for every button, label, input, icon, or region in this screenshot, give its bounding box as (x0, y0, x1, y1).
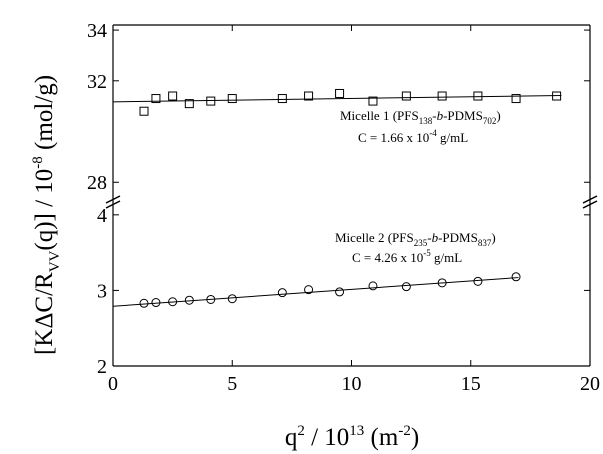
data-point (139, 106, 149, 116)
data-point (437, 91, 447, 101)
annotation-text: Micelle 2 (PFS235-b-PDMS837) (335, 230, 496, 248)
data-point (151, 298, 161, 308)
data-point (184, 295, 194, 305)
data-point (184, 99, 194, 109)
data-point (437, 278, 447, 288)
fit-line (112, 95, 562, 103)
x-tick-label: 5 (227, 373, 237, 395)
data-point (401, 282, 411, 292)
data-point (511, 272, 521, 282)
x-tick-label: 15 (461, 373, 481, 395)
y-tick-label: 32 (87, 71, 107, 93)
data-point (511, 94, 521, 104)
data-point (227, 294, 237, 304)
y-tick-label: 28 (87, 172, 107, 194)
data-point (277, 94, 287, 104)
data-point (227, 94, 237, 104)
annotation-text: Micelle 1 (PFS138-b-PDMS702) (340, 108, 501, 126)
data-point (552, 91, 562, 101)
data-point (277, 288, 287, 298)
data-point (168, 297, 178, 307)
annotation: Micelle 1 (PFS138-b-PDMS702) C = 1.66 x … (335, 108, 501, 265)
y-tick-label: 34 (87, 20, 107, 42)
x-axis-label: q2 / 1013 (m-2) (285, 423, 419, 451)
data-point (151, 94, 161, 104)
y-tick-label: 3 (97, 280, 107, 302)
data-point (335, 88, 345, 98)
y-tick-label: 2 (97, 356, 107, 378)
annotation-text: C = 4.26 x 10-5 g/mL (352, 248, 462, 265)
data-point (139, 298, 149, 308)
fit-line (112, 277, 519, 307)
y-axis-label: [KΔC/RVV(q)] / 10-8 (mol/g) (30, 75, 63, 355)
data-point (368, 281, 378, 291)
data-point (206, 96, 216, 106)
data-point (206, 294, 216, 304)
axis-break (105, 195, 598, 209)
x-tick-label: 20 (580, 373, 600, 395)
data-point (335, 287, 345, 297)
data-point (401, 91, 411, 101)
y-tick-label: 4 (97, 205, 107, 227)
data-point (304, 285, 314, 295)
x-tick-label: 0 (108, 373, 118, 395)
data-point (473, 276, 483, 286)
data-point (304, 91, 314, 101)
x-tick-label: 10 (342, 373, 362, 395)
annotation-text: C = 1.66 x 10-4 g/mL (358, 128, 468, 145)
data-point (368, 96, 378, 106)
data-point (168, 91, 178, 101)
data-point (473, 91, 483, 101)
